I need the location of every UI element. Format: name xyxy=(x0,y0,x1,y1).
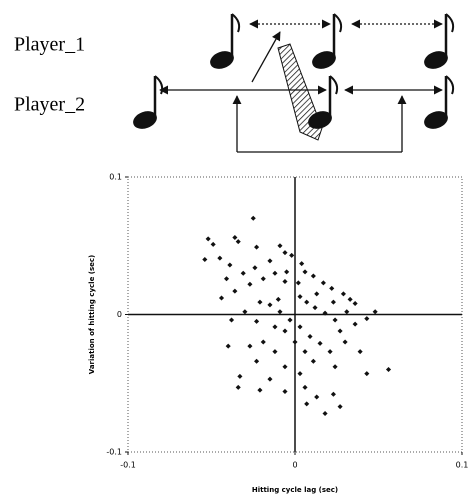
y-tick-label: -0.1 xyxy=(106,448,122,457)
point xyxy=(223,276,230,282)
point xyxy=(302,269,308,275)
point xyxy=(282,328,288,334)
point xyxy=(247,343,253,349)
player-1-label: Player_1 xyxy=(14,34,85,56)
point xyxy=(205,236,211,242)
point xyxy=(314,291,320,297)
point xyxy=(385,366,392,373)
point xyxy=(235,239,241,245)
point xyxy=(232,288,238,294)
point xyxy=(340,291,346,297)
point xyxy=(272,349,278,355)
point xyxy=(282,278,288,285)
point xyxy=(284,269,290,275)
y-tick-label: 0 xyxy=(117,310,122,319)
point xyxy=(357,349,363,355)
point xyxy=(352,300,358,307)
point xyxy=(247,281,253,287)
point xyxy=(254,358,260,364)
point xyxy=(347,296,353,302)
point xyxy=(257,299,263,305)
point xyxy=(202,256,208,263)
point xyxy=(260,339,266,345)
point xyxy=(282,364,288,370)
point xyxy=(254,318,260,324)
point xyxy=(235,384,241,390)
point xyxy=(337,328,343,334)
x-tick-label: 0 xyxy=(292,461,297,470)
point xyxy=(317,340,323,346)
point xyxy=(364,371,370,377)
point xyxy=(277,309,283,315)
point xyxy=(332,364,338,370)
point xyxy=(314,394,320,400)
point xyxy=(210,241,216,247)
player-2-label: Player_2 xyxy=(14,94,85,116)
point xyxy=(257,387,263,393)
point xyxy=(240,270,246,276)
point xyxy=(282,250,288,256)
point xyxy=(304,401,310,407)
point xyxy=(327,349,333,355)
point xyxy=(254,244,260,250)
point xyxy=(227,262,233,268)
point xyxy=(287,317,293,323)
point xyxy=(267,258,273,264)
point xyxy=(312,305,318,311)
arrows xyxy=(159,19,443,153)
point xyxy=(299,261,305,267)
point xyxy=(292,339,298,345)
point xyxy=(307,333,313,340)
point xyxy=(218,295,225,301)
point xyxy=(364,316,370,322)
point xyxy=(267,376,273,382)
point xyxy=(228,317,235,323)
point xyxy=(332,317,338,323)
point xyxy=(337,404,343,410)
point xyxy=(250,215,256,221)
point xyxy=(342,339,348,345)
point xyxy=(272,270,278,276)
point xyxy=(277,243,283,249)
point xyxy=(352,321,358,327)
x-tick-label: 0.1 xyxy=(456,461,469,470)
point xyxy=(330,299,336,305)
point xyxy=(310,273,316,279)
point xyxy=(320,280,326,286)
point xyxy=(302,384,308,390)
point xyxy=(252,265,258,271)
point xyxy=(242,309,248,315)
y-axis-label: Variation of hitting cycle (sec) xyxy=(88,255,96,374)
point xyxy=(237,373,243,379)
point xyxy=(330,391,336,397)
point xyxy=(310,358,316,364)
point xyxy=(232,234,238,241)
point xyxy=(304,299,310,305)
notes xyxy=(133,13,455,129)
point xyxy=(329,285,335,291)
point xyxy=(297,294,303,300)
point xyxy=(282,388,288,395)
point xyxy=(272,324,278,330)
x-axis-label: Hitting cycle lag (sec) xyxy=(252,486,338,494)
y-tick-label: 0.1 xyxy=(109,173,122,182)
point xyxy=(297,324,303,330)
point xyxy=(260,276,266,282)
point xyxy=(295,280,301,286)
point xyxy=(267,302,273,308)
point xyxy=(322,310,328,316)
point xyxy=(372,309,378,315)
point xyxy=(302,349,308,355)
point xyxy=(275,296,281,302)
point xyxy=(289,252,295,258)
point xyxy=(217,255,223,261)
point xyxy=(344,309,350,315)
x-tick-label: -0.1 xyxy=(120,461,136,470)
point xyxy=(225,343,231,349)
point xyxy=(297,371,303,377)
point xyxy=(322,410,328,417)
